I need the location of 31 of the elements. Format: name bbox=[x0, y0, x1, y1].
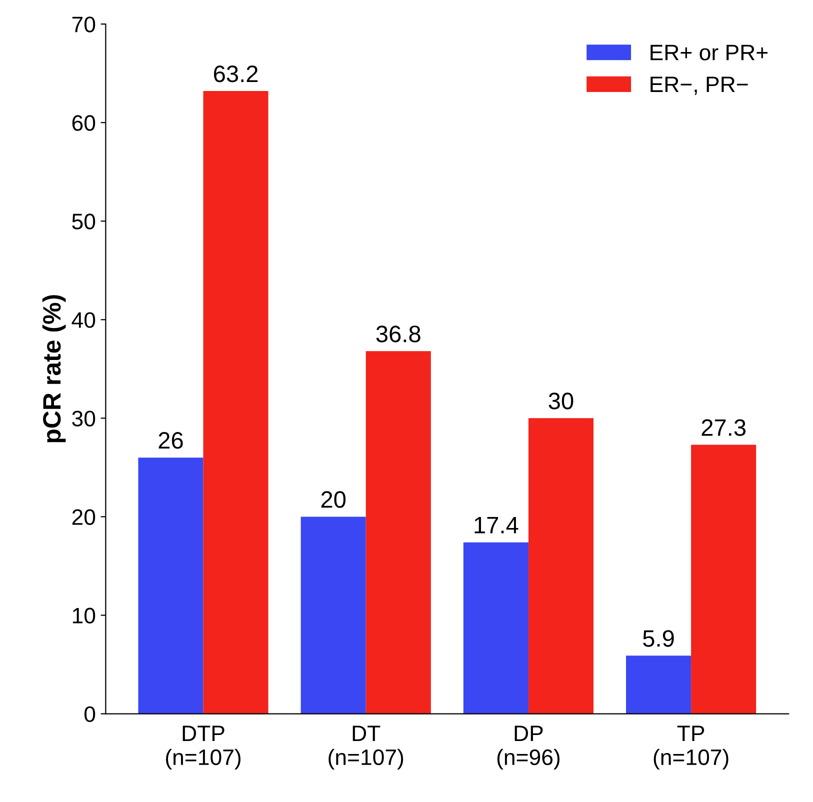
bar bbox=[463, 542, 528, 714]
bar bbox=[626, 656, 692, 714]
y-tick-label: 40 bbox=[72, 312, 96, 328]
x-tick-label: DTP (n=107) bbox=[166, 726, 240, 770]
data-label: 26 bbox=[158, 432, 183, 449]
data-label: 36.8 bbox=[376, 326, 420, 342]
bar bbox=[300, 516, 366, 714]
data-label: 27.3 bbox=[702, 419, 746, 436]
data-label: 5.9 bbox=[643, 630, 674, 647]
data-label: 20 bbox=[321, 491, 346, 508]
y-axis-title: pCR rate (%) bbox=[42, 295, 66, 442]
x-tick-label: DP (n=96) bbox=[497, 726, 560, 770]
data-label: 63.2 bbox=[214, 66, 258, 82]
y-tick-label: 70 bbox=[72, 16, 96, 32]
y-tick-label: 30 bbox=[72, 410, 96, 426]
x-tick-label: TP (n=107) bbox=[654, 726, 728, 770]
legend-label: ER−, PR− bbox=[650, 76, 748, 95]
bar bbox=[691, 444, 756, 714]
y-tick-label: 60 bbox=[72, 115, 96, 131]
legend-label: ER+ or PR+ bbox=[650, 44, 768, 60]
y-tick-label: 50 bbox=[72, 214, 96, 230]
x-tick-label: DT (n=107) bbox=[328, 726, 404, 770]
bar bbox=[138, 458, 204, 714]
y-tick-label: 10 bbox=[72, 608, 96, 624]
y-tick-label: 0 bbox=[84, 706, 96, 722]
bar bbox=[366, 351, 431, 714]
data-label: 17.4 bbox=[474, 517, 518, 534]
bar bbox=[528, 418, 594, 714]
bar bbox=[203, 91, 268, 714]
data-label: 30 bbox=[548, 392, 574, 410]
y-tick-label: 20 bbox=[72, 509, 96, 525]
